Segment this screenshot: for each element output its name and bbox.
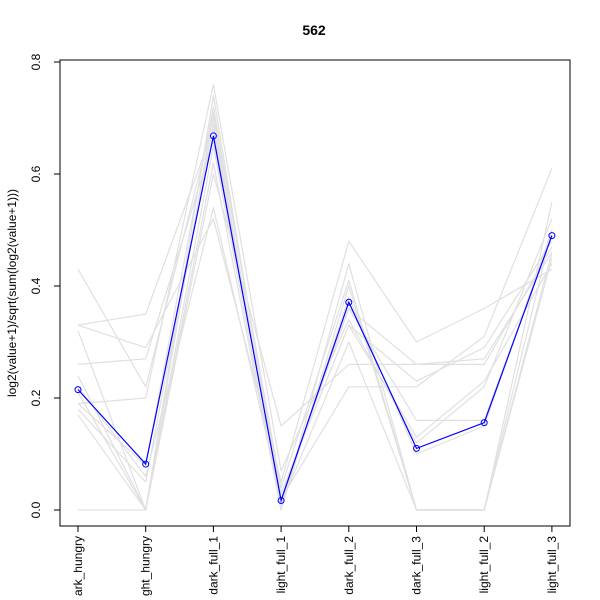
background-series-line	[77, 94, 553, 511]
y-axis: 0.0 0.2 0.4 0.6 0.8	[29, 53, 60, 518]
highlight-point	[277, 496, 285, 504]
x-tick-label: dark_full_3	[410, 536, 424, 595]
background-series-line	[77, 168, 553, 500]
y-axis-title: log2(value+1)/sqrt(sum(log2(value+1)))	[5, 189, 19, 397]
plot-frame	[59, 59, 571, 527]
x-tick-label: dark_full_2	[342, 536, 356, 595]
background-series-line	[77, 139, 553, 494]
background-series-line	[77, 106, 553, 494]
x-tick-label: ght_hungry	[139, 536, 153, 596]
background-series-layer	[77, 83, 553, 511]
highlight-point	[345, 298, 353, 306]
x-tick-label: ark_hungry	[71, 536, 85, 596]
chart-title: 562	[302, 22, 326, 38]
highlight-point	[142, 460, 150, 468]
y-tick-label: 0.2	[29, 389, 43, 406]
highlight-series-layer	[74, 132, 556, 504]
y-tick-label: 0.4	[29, 277, 43, 294]
highlight-series-line	[77, 135, 553, 503]
highlight-point	[480, 419, 488, 427]
x-tick-label: light_full_1	[274, 536, 288, 594]
x-tick-label: dark_full_1	[206, 536, 220, 595]
highlight-point	[74, 386, 82, 394]
background-series-line	[77, 122, 553, 500]
background-series-line	[77, 218, 553, 483]
x-tick-label: light_full_3	[545, 536, 559, 594]
highlight-point	[413, 444, 420, 452]
background-series-line	[78, 173, 553, 511]
y-tick-label: 0.0	[29, 501, 43, 518]
y-tick-label: 0.8	[29, 53, 43, 70]
background-series-line	[77, 162, 553, 511]
highlight-point	[548, 232, 556, 240]
background-series-line	[77, 145, 553, 511]
x-axis: ark_hungry ght_hungry dark_full_1 light_ful…	[71, 526, 559, 596]
x-tick-label: light_full_2	[477, 536, 491, 594]
background-series-line	[77, 83, 553, 472]
y-tick-label: 0.6	[29, 165, 43, 182]
highlight-point	[209, 132, 217, 140]
